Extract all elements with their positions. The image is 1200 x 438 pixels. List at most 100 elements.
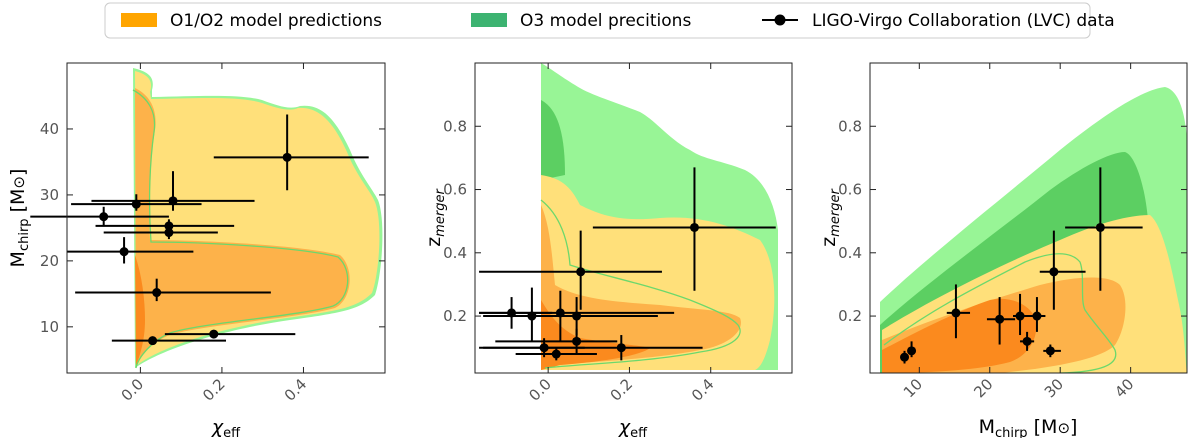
x-tick-label: 0.0 bbox=[525, 375, 555, 405]
x-tick-label: 0.2 bbox=[607, 375, 637, 405]
panel-middle: 0.0 0.2 0.4 0.2 0.4 0.6 0.8 χeff zmerger bbox=[423, 62, 793, 438]
x-tick-label: 30 bbox=[1041, 375, 1067, 401]
data-point bbox=[1065, 167, 1143, 291]
data-point bbox=[479, 335, 703, 361]
density-regions-left bbox=[132, 68, 383, 369]
point-marker bbox=[168, 196, 178, 206]
data-point bbox=[1020, 331, 1035, 351]
legend-errorbar-marker bbox=[774, 14, 786, 26]
y-tick-label: 0.8 bbox=[838, 117, 862, 135]
plot-frame-right bbox=[869, 62, 1188, 374]
y-tick-label: 0.6 bbox=[443, 181, 467, 199]
data-point bbox=[103, 225, 218, 240]
points-right bbox=[900, 167, 1143, 364]
point-marker bbox=[907, 346, 917, 356]
point-marker bbox=[209, 329, 219, 339]
data-point bbox=[30, 206, 169, 227]
legend-label-o1o2: O1/O2 model predictions bbox=[170, 11, 382, 31]
x-tick-label: 0.2 bbox=[199, 375, 229, 405]
y-tick-label: 0.8 bbox=[443, 117, 467, 135]
data-point bbox=[592, 167, 776, 291]
data-point bbox=[75, 278, 271, 302]
o1o2-mid-region-left bbox=[135, 88, 350, 366]
point-marker bbox=[551, 349, 561, 359]
data-point bbox=[495, 297, 658, 336]
y-tick-label: 0.4 bbox=[443, 244, 467, 262]
points-middle bbox=[479, 167, 776, 361]
x-tick-label: 0.0 bbox=[118, 375, 148, 405]
point-marker bbox=[1045, 346, 1055, 356]
density-regions-right bbox=[880, 87, 1187, 373]
x-tick-label: 0.4 bbox=[281, 375, 311, 405]
panel-right: 10 20 30 40 0.2 0.4 0.6 0.8 Mchirp [M⊙] zmerger bbox=[818, 62, 1188, 438]
point-marker bbox=[689, 222, 699, 232]
x-tick-label: 0.4 bbox=[688, 375, 718, 405]
point-marker bbox=[951, 308, 961, 318]
data-point bbox=[1039, 230, 1086, 310]
x-tick-label: 20 bbox=[970, 375, 996, 401]
legend-label-o3: O3 model precitions bbox=[520, 11, 691, 31]
point-marker bbox=[1049, 267, 1059, 277]
o1o2-inner-region-left bbox=[135, 255, 145, 366]
ylabel-left: Mchirp [M⊙] bbox=[7, 169, 32, 268]
y-tick-label: 10 bbox=[40, 318, 59, 336]
legend-label-lvc: LIGO-Virgo Collaboration (LVC) data bbox=[812, 11, 1115, 31]
o3-contour-left bbox=[132, 89, 349, 369]
o1o2-mid-region-middle bbox=[541, 205, 741, 370]
data-point bbox=[515, 347, 597, 361]
point-marker bbox=[148, 336, 158, 346]
point-marker bbox=[572, 311, 582, 321]
point-marker bbox=[152, 288, 162, 298]
plot-frame-middle bbox=[474, 62, 793, 374]
y-tick-label: 30 bbox=[40, 186, 59, 204]
data-point bbox=[111, 336, 226, 346]
point-marker bbox=[1032, 311, 1042, 321]
point-marker bbox=[1015, 311, 1025, 321]
y-tick-label: 0.4 bbox=[838, 244, 862, 262]
x-tick-label: 40 bbox=[1111, 375, 1137, 401]
legend-swatch-o3 bbox=[471, 13, 507, 27]
data-point bbox=[495, 328, 618, 355]
x-tick-label: 10 bbox=[900, 375, 926, 401]
o3-contour-right bbox=[883, 253, 1117, 373]
o3-contour-middle bbox=[540, 199, 741, 369]
legend-swatch-o1o2 bbox=[121, 13, 157, 27]
data-point bbox=[213, 114, 369, 191]
point-marker bbox=[995, 314, 1005, 324]
point-marker bbox=[119, 247, 129, 257]
plot-frame-left bbox=[66, 62, 386, 374]
xlabel-middle: χeff bbox=[618, 416, 648, 438]
panel-left: 0.0 0.2 0.4 10 20 30 40 χeff Mchirp [M⊙] bbox=[7, 62, 386, 438]
ylabel-right: zmerger bbox=[818, 188, 843, 247]
point-marker bbox=[99, 212, 109, 222]
legend: O1/O2 model predictions O3 model preciti… bbox=[104, 2, 1115, 39]
xlabel-right: Mchirp [M⊙] bbox=[979, 416, 1078, 438]
data-point bbox=[900, 350, 910, 364]
point-marker bbox=[900, 352, 910, 362]
data-point bbox=[71, 194, 202, 211]
points-left bbox=[30, 114, 369, 346]
legend-frame bbox=[104, 2, 1091, 39]
data-point bbox=[1043, 344, 1061, 358]
ylabel-middle: zmerger bbox=[423, 188, 448, 247]
data-point bbox=[986, 297, 1016, 345]
point-marker bbox=[1095, 222, 1105, 232]
y-tick-label: 0.2 bbox=[443, 307, 467, 325]
data-point bbox=[67, 237, 194, 264]
y-tick-label: 0.6 bbox=[838, 181, 862, 199]
o1o2-inner-region-middle bbox=[541, 300, 650, 370]
point-marker bbox=[131, 199, 141, 209]
data-point bbox=[1028, 297, 1046, 332]
data-point bbox=[907, 341, 917, 358]
y-tick-label: 20 bbox=[40, 252, 59, 270]
y-tick-label: 40 bbox=[40, 120, 59, 138]
point-marker bbox=[576, 267, 586, 277]
point-marker bbox=[616, 343, 626, 353]
y-tick-label: 0.2 bbox=[838, 307, 862, 325]
xlabel-left: χeff bbox=[211, 416, 241, 438]
point-marker bbox=[164, 228, 174, 238]
point-marker bbox=[1022, 336, 1032, 346]
o3-mid-region-middle bbox=[541, 100, 565, 180]
point-marker bbox=[572, 336, 582, 346]
